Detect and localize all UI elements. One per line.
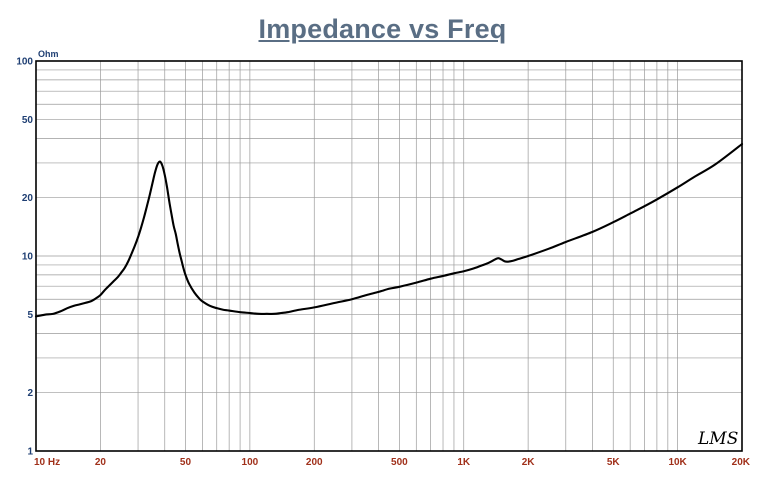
x-tick-label: 200 (306, 457, 323, 468)
y-tick-label: 100 (16, 57, 33, 68)
y-axis-ticks: 100 50 20 10 5 2 1 (16, 57, 33, 458)
x-tick-label: 10K (668, 457, 687, 468)
plot-frame (35, 60, 743, 452)
chart-grid (35, 60, 743, 452)
x-tick-label: 5K (607, 457, 621, 468)
y-tick-label: 5 (27, 310, 33, 321)
x-tick-label: 100 (242, 457, 259, 468)
x-tick-label: 20 (95, 457, 107, 468)
x-tick-label: 500 (391, 457, 408, 468)
y-tick-label: 10 (22, 252, 34, 263)
x-tick-label: 50 (180, 457, 192, 468)
x-tick-label: 1K (457, 457, 471, 468)
impedance-curve (34, 143, 744, 318)
y-tick-label: 1 (27, 447, 33, 458)
x-tick-label: 20K (732, 457, 751, 468)
y-tick-label: 20 (22, 193, 34, 204)
y-tick-label: 2 (27, 388, 33, 399)
lms-signature: LMS (697, 429, 738, 449)
x-tick-label: 10 Hz (34, 457, 60, 468)
chart-title: Impedance vs Freq (258, 14, 507, 44)
y-tick-label: 50 (22, 115, 34, 126)
y-axis-unit: Ohm (38, 49, 59, 59)
x-axis-ticks: 10 Hz 20 50 100 200 500 1K 2K 5K 10K 20K (34, 457, 751, 468)
x-tick-label: 2K (522, 457, 536, 468)
